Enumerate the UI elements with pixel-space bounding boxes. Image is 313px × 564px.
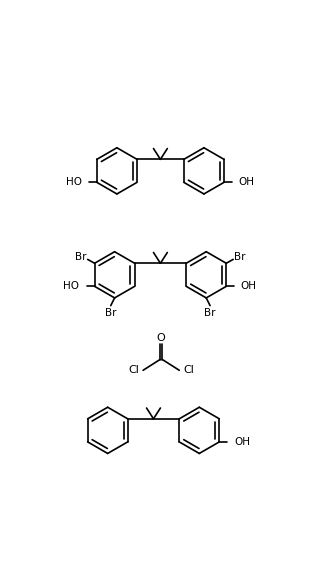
Text: OH: OH (241, 281, 257, 292)
Text: Br: Br (75, 252, 86, 262)
Text: OH: OH (235, 437, 251, 447)
Text: HO: HO (65, 178, 81, 187)
Text: Br: Br (234, 252, 246, 262)
Text: Br: Br (105, 309, 116, 318)
Text: Br: Br (204, 309, 216, 318)
Text: Cl: Cl (128, 365, 139, 375)
Text: HO: HO (63, 281, 79, 292)
Text: O: O (157, 333, 166, 343)
Text: OH: OH (239, 178, 254, 187)
Text: Cl: Cl (183, 365, 194, 375)
